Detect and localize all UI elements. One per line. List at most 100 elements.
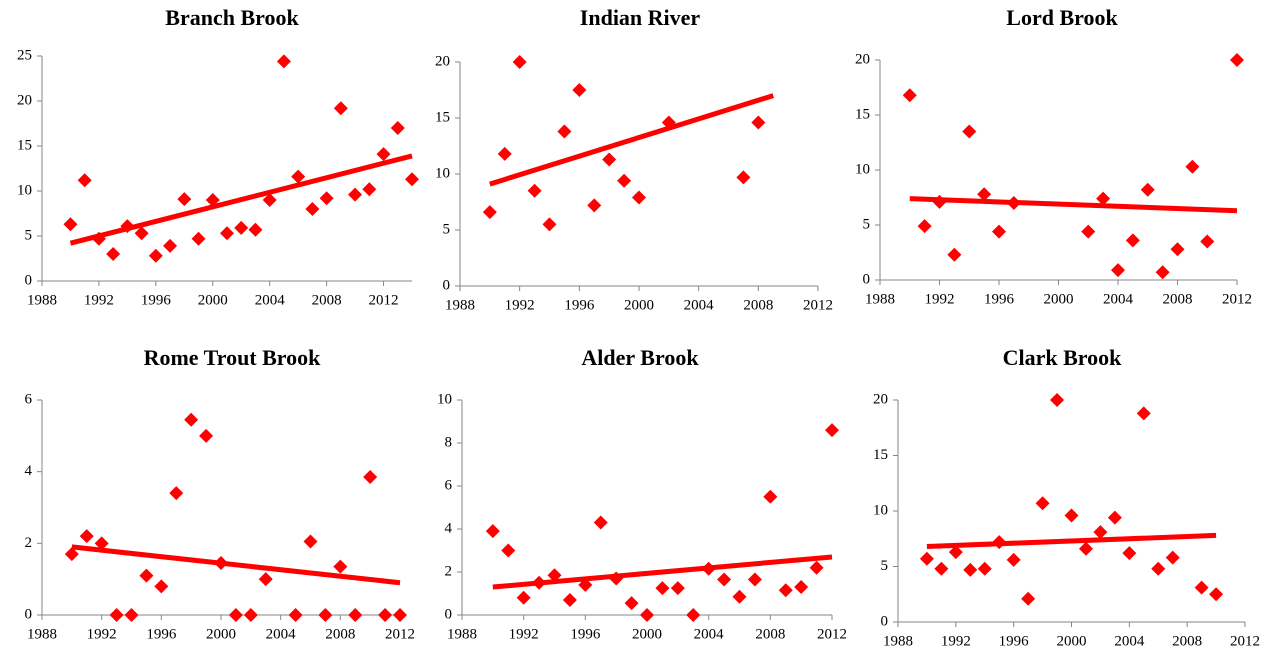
data-point (948, 545, 963, 560)
data-point (120, 219, 135, 234)
x-tick-label: 2004 (266, 626, 297, 642)
data-point (1006, 552, 1021, 567)
data-point (593, 515, 608, 530)
data-point (1050, 393, 1065, 407)
y-tick-label: 20 (17, 92, 32, 108)
x-tick-label: 1988 (27, 292, 57, 308)
data-point (617, 173, 632, 188)
x-tick-label: 1992 (941, 633, 971, 649)
y-tick-label: 0 (25, 606, 33, 622)
x-tick-label: 2012 (369, 292, 399, 308)
x-tick-label: 2000 (198, 292, 228, 308)
y-tick-label: 25 (17, 47, 32, 63)
x-tick-label: 2000 (206, 626, 236, 642)
panel-title: Alder Brook (581, 345, 699, 370)
data-point (134, 226, 149, 241)
y-tick-label: 6 (445, 477, 453, 493)
data-point (542, 217, 557, 232)
data-point (228, 608, 243, 622)
data-point (243, 608, 258, 622)
panel: Clark Brook 0 5 10 15 20 1988 1992 1996 2000 2004 2… (873, 345, 1260, 649)
x-tick-label: 2004 (255, 292, 286, 308)
x-tick-label: 1996 (141, 292, 172, 308)
data-point (1136, 406, 1151, 421)
x-tick-label: 1996 (999, 633, 1030, 649)
data-point (919, 551, 934, 566)
y-tick-label: 4 (25, 463, 33, 479)
data-point (532, 575, 547, 590)
data-point (1093, 525, 1108, 540)
data-point (348, 187, 363, 202)
data-point (977, 187, 992, 202)
panel-title: Rome Trout Brook (144, 345, 322, 370)
data-point (482, 205, 497, 220)
data-point (992, 224, 1006, 239)
x-tick-label: 2008 (743, 297, 773, 313)
data-point (319, 191, 334, 206)
data-point (963, 562, 978, 577)
data-point (557, 124, 572, 139)
data-point (148, 248, 163, 263)
data-point (1107, 510, 1122, 525)
y-tick-label: 5 (443, 221, 451, 237)
trend-line (489, 93, 774, 187)
data-point (124, 608, 139, 622)
x-tick-label: 2000 (624, 297, 654, 313)
data-point (572, 83, 587, 97)
trend-line (492, 554, 833, 590)
data-point (303, 534, 318, 549)
data-point (527, 183, 542, 198)
x-tick-label: 1996 (146, 626, 177, 642)
data-point (624, 596, 639, 611)
x-tick-label: 2012 (803, 297, 833, 313)
data-point (602, 152, 617, 167)
trend-line (71, 544, 401, 586)
y-tick-label: 10 (435, 165, 450, 181)
data-point (184, 412, 199, 427)
data-point (262, 193, 277, 207)
x-tick-label: 1988 (445, 297, 475, 313)
data-point (917, 219, 932, 234)
data-point (220, 226, 234, 241)
x-tick-label: 1992 (84, 292, 114, 308)
data-point (1081, 224, 1096, 239)
x-tick-label: 2008 (325, 626, 355, 642)
data-point (747, 572, 762, 587)
data-point (1125, 233, 1140, 248)
x-tick-label: 1992 (925, 291, 955, 307)
data-point (258, 572, 273, 587)
data-point (333, 559, 348, 574)
data-point (947, 247, 962, 262)
data-point (1200, 234, 1215, 249)
data-point (1194, 580, 1209, 595)
panel: Lord Brook 0 5 10 15 20 1988 1992 1996 2000 2004 20… (855, 5, 1252, 307)
panel: Indian River 0 5 10 15 20 1988 1992 1996 2000 2004… (435, 5, 833, 313)
data-point (214, 556, 228, 571)
x-tick-label: 2004 (694, 626, 725, 642)
data-point (547, 568, 562, 583)
y-tick-label: 10 (873, 502, 888, 518)
data-point (661, 115, 676, 130)
data-point (390, 121, 405, 135)
data-point (992, 535, 1007, 550)
data-point (962, 124, 977, 139)
data-point (77, 173, 92, 188)
data-point (348, 608, 363, 622)
x-tick-label: 1988 (865, 291, 895, 307)
y-tick-label: 0 (25, 272, 33, 288)
y-tick-label: 15 (435, 109, 450, 125)
data-point (1064, 508, 1079, 523)
data-point (1078, 541, 1093, 556)
data-point (276, 54, 291, 69)
x-tick-label: 1992 (505, 297, 535, 313)
y-tick-label: 15 (17, 137, 32, 153)
data-point (1209, 587, 1224, 602)
data-point (902, 88, 917, 103)
data-point (640, 608, 654, 622)
y-tick-label: 10 (17, 182, 32, 198)
x-tick-label: 1988 (447, 626, 477, 642)
data-point (732, 589, 747, 604)
y-tick-label: 15 (873, 447, 888, 463)
x-tick-label: 1988 (27, 626, 57, 642)
data-point (562, 592, 577, 607)
